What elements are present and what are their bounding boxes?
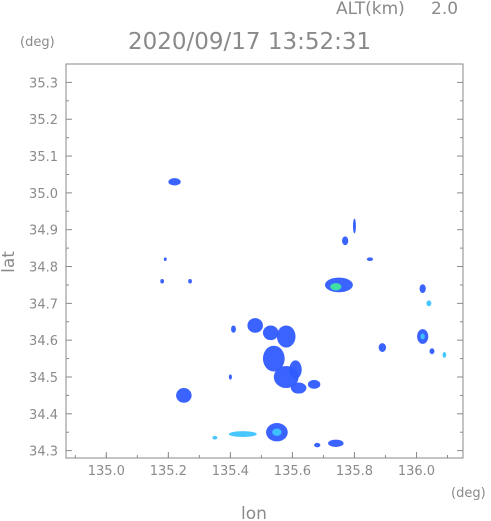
echo-low (168, 178, 181, 186)
y-tick-label: 34.3 (29, 445, 58, 460)
x-tick-label: 135.8 (336, 464, 373, 479)
echo-mid (442, 351, 447, 358)
echo-low (247, 318, 263, 333)
echo-low (160, 279, 165, 284)
echo-low (290, 382, 307, 394)
echo-low (342, 236, 349, 246)
echo-low (289, 360, 302, 379)
x-tick-label: 135.6 (274, 464, 311, 479)
altitude-value: 2.0 (431, 0, 458, 19)
x-unit: (deg) (451, 486, 486, 501)
echo-low (163, 257, 167, 261)
echo-low (429, 348, 435, 355)
y-unit: (deg) (20, 35, 55, 50)
y-tick-label: 34.6 (29, 334, 58, 349)
echo-low (228, 374, 232, 380)
echo-low (307, 379, 321, 389)
echo-low (231, 325, 236, 333)
x-tick-label: 135.2 (150, 464, 187, 479)
echo-low (188, 279, 192, 284)
echo-layer (160, 178, 447, 448)
echo-mid (212, 435, 218, 440)
plot-frame (65, 63, 464, 459)
x-tick-label: 135.4 (212, 464, 249, 479)
echo-low (419, 284, 426, 294)
altitude-label: ALT(km) (336, 0, 405, 19)
echo-low (262, 345, 285, 372)
y-tick-label: 34.5 (29, 371, 58, 386)
y-axis-label: lat (0, 251, 19, 273)
echo-low (352, 218, 356, 234)
echo-low (176, 388, 192, 403)
echo-low (328, 439, 344, 447)
y-tick-label: 34.7 (29, 297, 58, 312)
x-tick-label: 136.0 (398, 464, 435, 479)
y-ticks: 34.3 34.4 34.5 34.6 34.7 34.8 34.9 35.0 35.1 35.2… (29, 76, 463, 460)
y-tick-label: 34.4 (29, 408, 58, 423)
echo-mid (420, 333, 425, 340)
echo-low (262, 325, 279, 341)
y-tick-label: 34.8 (29, 261, 58, 276)
echo-low (378, 343, 387, 352)
echo-low (314, 442, 321, 448)
y-tick-label: 35.3 (29, 76, 58, 91)
echo-mid (228, 431, 257, 438)
echo-high (330, 283, 342, 291)
echo-low (366, 257, 374, 261)
x-ticks: 135.0 135.2 135.4 135.6 135.8 136.0 (74, 452, 448, 479)
y-tick-label: 34.9 (29, 224, 58, 239)
y-tick-label: 35.0 (29, 187, 58, 202)
echo-mid (426, 300, 432, 307)
x-tick-label: 135.0 (88, 464, 125, 479)
timestamp: 2020/09/17 13:52:31 (128, 29, 371, 55)
x-axis-label: lon (241, 504, 267, 521)
echo-low (276, 325, 296, 348)
y-tick-label: 35.1 (29, 150, 58, 165)
y-tick-label: 35.2 (29, 113, 58, 128)
echo-mid (272, 428, 282, 436)
